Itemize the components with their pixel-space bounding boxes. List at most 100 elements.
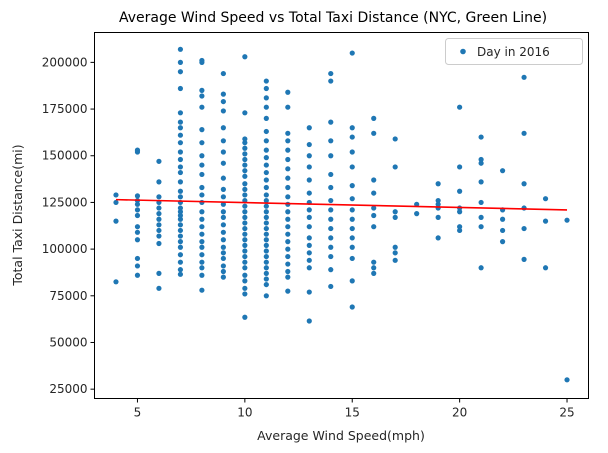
data-point (199, 162, 205, 168)
data-point (285, 89, 291, 95)
data-point (263, 242, 269, 248)
data-point (306, 153, 312, 159)
data-point (371, 177, 377, 183)
data-point (349, 50, 355, 56)
data-point (392, 209, 398, 215)
data-point (199, 272, 205, 278)
data-point (263, 95, 269, 101)
data-point (328, 184, 334, 191)
data-point (220, 125, 226, 131)
data-point (242, 110, 248, 116)
data-point (478, 224, 484, 230)
data-point (285, 268, 291, 275)
data-point (306, 207, 312, 213)
data-point (306, 125, 312, 131)
data-point (542, 218, 549, 224)
data-point (349, 183, 355, 189)
data-point (199, 259, 205, 265)
data-point (542, 265, 549, 271)
data-point (156, 233, 162, 239)
data-point (263, 155, 269, 161)
data-point (220, 268, 226, 275)
data-point (263, 259, 269, 265)
data-point (220, 255, 226, 262)
y-tick-label: 75000 (49, 289, 87, 303)
data-point (263, 237, 269, 243)
data-point (349, 164, 355, 170)
data-point (220, 209, 226, 215)
data-point (199, 192, 205, 198)
data-point (285, 224, 291, 230)
data-point (156, 227, 162, 234)
data-point (156, 285, 162, 291)
data-point (478, 199, 484, 206)
data-point (263, 265, 269, 271)
data-point (349, 235, 355, 241)
data-point (328, 207, 334, 213)
data-point (414, 201, 420, 207)
y-axis-ticks: 25000 50000 75000 100000 125000 150000 175000 2… (42, 55, 95, 396)
data-point (263, 192, 269, 198)
data-point (328, 138, 334, 144)
data-point (306, 190, 312, 196)
data-point (263, 177, 269, 183)
data-point (263, 214, 269, 220)
data-point (499, 168, 506, 174)
x-tick-label: 20 (452, 406, 467, 420)
data-point (306, 242, 312, 248)
data-point (177, 216, 184, 222)
data-point (328, 119, 334, 125)
data-point (134, 272, 141, 278)
data-point (177, 227, 184, 234)
data-point (220, 274, 226, 280)
y-tick-label: 175000 (42, 102, 88, 116)
data-point (328, 235, 334, 241)
data-point (499, 216, 506, 222)
data-point (285, 166, 291, 172)
data-point (285, 246, 291, 252)
data-point (478, 156, 484, 163)
data-point (478, 214, 484, 220)
data-point (199, 171, 205, 178)
data-points-layer (113, 46, 570, 383)
data-point (220, 175, 226, 181)
data-point (306, 257, 312, 263)
data-point (371, 205, 377, 211)
data-point (134, 147, 141, 153)
data-point (371, 259, 377, 265)
data-point (177, 244, 184, 250)
data-point (349, 255, 355, 262)
data-point (349, 149, 355, 155)
data-point (220, 250, 226, 256)
data-point (328, 197, 334, 204)
data-point (177, 119, 184, 125)
data-point (392, 257, 398, 263)
data-point (263, 169, 269, 176)
data-point (285, 156, 291, 163)
data-point (220, 229, 226, 235)
data-point (199, 57, 205, 64)
data-point (156, 194, 162, 200)
data-point (199, 153, 205, 159)
data-point (220, 138, 226, 144)
data-point (242, 156, 248, 163)
data-point (113, 199, 119, 206)
data-point (242, 181, 248, 187)
data-point (177, 156, 184, 163)
data-point (156, 179, 162, 185)
data-point (177, 140, 184, 146)
data-point (199, 231, 205, 237)
x-tick-label: 15 (345, 406, 360, 420)
x-axis-label: Average Wind Speed(mph) (257, 428, 425, 443)
data-point (392, 136, 398, 142)
data-point (134, 207, 141, 213)
data-point (220, 98, 226, 105)
data-point (177, 267, 184, 273)
data-point (457, 227, 463, 234)
data-point (177, 209, 184, 215)
data-point (134, 201, 141, 207)
data-point (328, 225, 334, 232)
data-point (263, 276, 269, 282)
data-point (242, 151, 248, 157)
